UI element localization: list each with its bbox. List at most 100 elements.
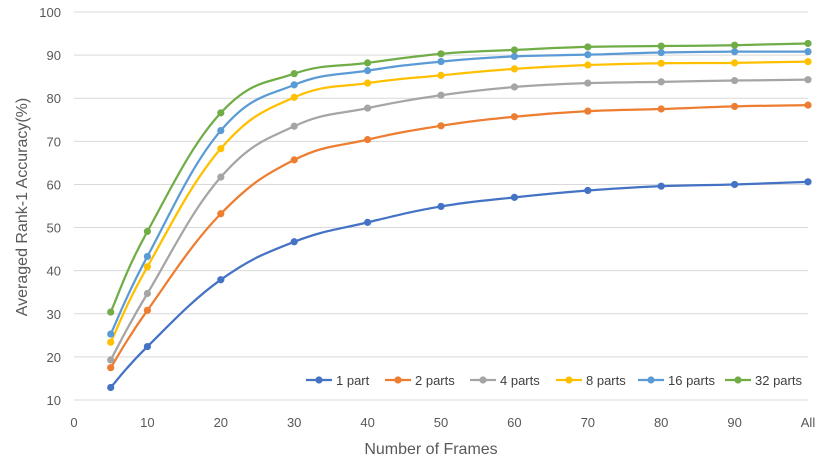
data-point-2-parts xyxy=(217,210,225,218)
data-point-16-parts xyxy=(290,81,298,89)
data-point-1-part xyxy=(437,202,445,211)
data-point-16-parts xyxy=(107,330,115,338)
series-line-8-parts xyxy=(109,60,809,343)
data-point-32-parts xyxy=(510,46,518,54)
data-point-8-parts xyxy=(107,338,115,346)
legend-swatch-marker xyxy=(315,376,323,384)
data-point-16-parts xyxy=(437,57,445,66)
data-point-32-parts xyxy=(657,42,665,50)
legend-label: 8 parts xyxy=(586,373,626,388)
data-point-32-parts xyxy=(217,109,225,117)
legend-label: 1 part xyxy=(336,373,370,388)
legend-item-1-part: 1 part xyxy=(306,373,370,388)
data-point-16-parts xyxy=(731,48,739,56)
data-point-4-parts xyxy=(364,104,372,112)
y-axis-title: Averaged Rank-1 Accuracy(%) xyxy=(14,98,31,316)
y-tick-label: 80 xyxy=(47,91,61,106)
legend-swatch-marker xyxy=(734,376,742,384)
x-tick-label: 50 xyxy=(434,415,448,430)
data-point-4-parts xyxy=(510,83,518,91)
data-point-16-parts xyxy=(657,48,665,57)
data-point-4-parts xyxy=(437,91,445,99)
series-lines xyxy=(109,42,809,389)
data-point-8-parts xyxy=(584,61,592,69)
legend-swatch-marker xyxy=(394,376,402,384)
data-point-32-parts xyxy=(584,43,592,51)
x-tick-label: 90 xyxy=(727,415,741,430)
data-point-4-parts xyxy=(584,79,592,87)
data-point-8-parts xyxy=(290,93,298,101)
legend-item-2-parts: 2 parts xyxy=(385,373,455,388)
data-point-2-parts xyxy=(437,122,445,130)
series-line-2-parts xyxy=(109,103,809,369)
data-point-4-parts xyxy=(804,76,812,84)
data-point-1-part xyxy=(364,218,372,226)
data-point-4-parts xyxy=(143,289,151,298)
data-point-1-part xyxy=(731,180,739,189)
y-tick-label: 100 xyxy=(39,5,61,20)
data-point-16-parts xyxy=(143,252,151,261)
data-point-32-parts xyxy=(731,41,739,49)
legend-label: 16 parts xyxy=(668,373,715,388)
x-axis-title: Number of Frames xyxy=(364,441,497,458)
data-point-16-parts xyxy=(217,126,225,135)
x-tick-label: 60 xyxy=(507,415,521,430)
data-point-8-parts xyxy=(143,263,151,271)
data-point-4-parts xyxy=(107,356,115,364)
data-point-4-parts xyxy=(731,76,739,85)
x-tick-label: 40 xyxy=(360,415,374,430)
x-tick-label: 70 xyxy=(581,415,595,430)
x-axis-ticks: 0 10 20 30 40 50 60 70 80 90 All xyxy=(70,415,815,430)
data-point-2-parts xyxy=(290,156,298,164)
data-point-2-parts xyxy=(510,113,518,121)
data-point-8-parts xyxy=(364,79,372,87)
y-tick-label: 70 xyxy=(47,134,61,149)
legend-item-4-parts: 4 parts xyxy=(470,373,540,388)
series-line-4-parts xyxy=(109,78,809,361)
data-point-2-parts xyxy=(657,105,665,113)
data-point-32-parts xyxy=(364,59,372,67)
legend-label: 2 parts xyxy=(415,373,455,388)
y-tick-label: 40 xyxy=(47,264,61,279)
data-point-16-parts xyxy=(364,67,372,75)
data-point-2-parts xyxy=(731,102,739,111)
data-point-1-part xyxy=(657,182,665,190)
data-point-2-parts xyxy=(143,306,151,314)
series-line-32-parts xyxy=(109,42,809,313)
data-point-8-parts xyxy=(657,59,665,67)
data-point-32-parts xyxy=(143,227,151,236)
x-tick-label: 20 xyxy=(214,415,228,430)
x-tick-label: 10 xyxy=(140,415,154,430)
data-point-32-parts xyxy=(107,308,115,316)
y-tick-label: 10 xyxy=(47,393,61,408)
y-tick-label: 20 xyxy=(47,350,61,365)
legend: 1 part 2 parts 4 parts 8 parts 16 parts 32 pa… xyxy=(306,373,802,388)
y-axis-ticks: 10 20 30 40 50 60 70 80 90 100 xyxy=(39,5,61,408)
legend-label: 32 parts xyxy=(755,373,802,388)
series-points xyxy=(107,39,812,392)
legend-item-8-parts: 8 parts xyxy=(556,373,626,388)
series-line-16-parts xyxy=(109,50,809,335)
data-point-2-parts xyxy=(107,364,115,372)
legend-swatch-marker xyxy=(647,376,655,384)
y-tick-label: 50 xyxy=(47,221,61,236)
data-point-32-parts xyxy=(804,39,812,48)
data-point-1-part xyxy=(804,178,812,186)
data-point-4-parts xyxy=(290,122,298,130)
data-point-1-part xyxy=(584,186,592,195)
data-point-1-part xyxy=(290,238,298,246)
data-point-4-parts xyxy=(217,173,225,181)
data-point-8-parts xyxy=(804,57,812,66)
data-point-8-parts xyxy=(437,71,445,79)
legend-label: 4 parts xyxy=(500,373,540,388)
data-point-32-parts xyxy=(437,50,445,58)
data-point-1-part xyxy=(217,276,225,284)
y-tick-label: 90 xyxy=(47,48,61,63)
data-point-8-parts xyxy=(731,59,739,67)
data-point-16-parts xyxy=(584,51,592,59)
legend-swatch-marker xyxy=(565,376,573,384)
data-point-16-parts xyxy=(510,52,518,61)
data-point-8-parts xyxy=(510,65,518,73)
x-tick-label: All xyxy=(801,415,816,430)
